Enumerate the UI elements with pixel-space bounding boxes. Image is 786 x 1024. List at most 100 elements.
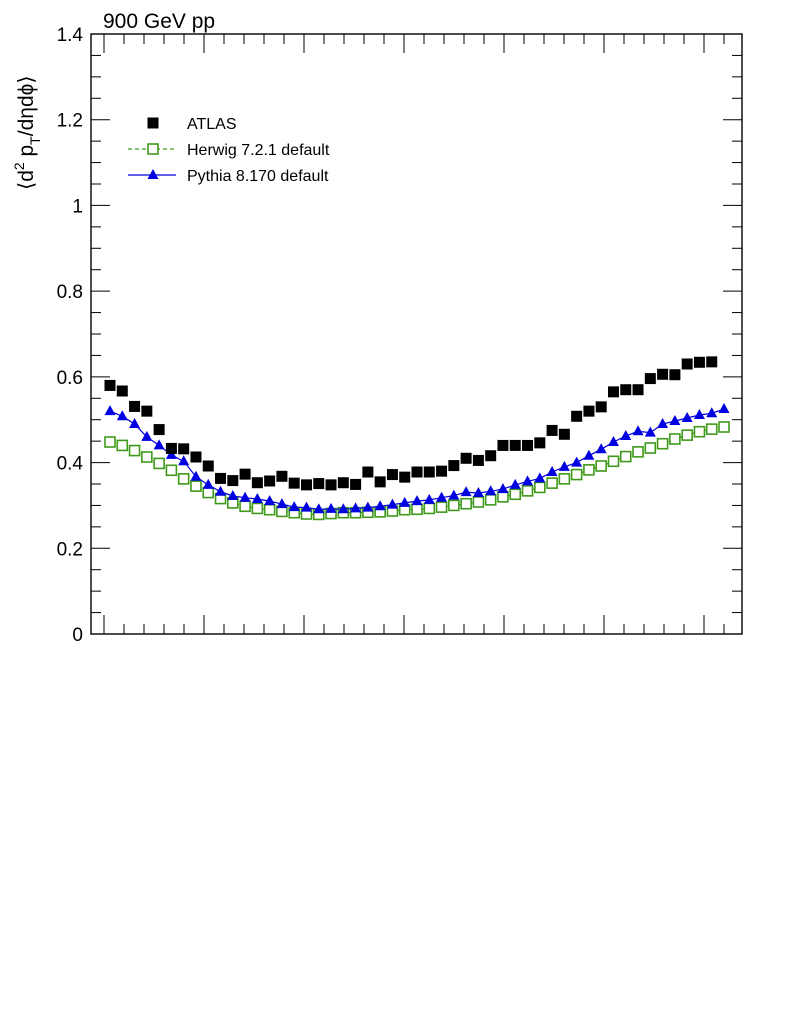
data-point-pythia <box>423 493 435 504</box>
data-point-herwig <box>619 450 632 463</box>
data-point-herwig <box>411 503 423 516</box>
data-point-pythia <box>448 489 460 500</box>
data-point-atlas <box>706 356 718 368</box>
data-point-herwig <box>705 423 718 435</box>
data-point-herwig <box>448 499 460 512</box>
chart-title: 900 GeV pp <box>103 10 215 33</box>
y-tick-label: 0.2 <box>57 539 83 560</box>
data-point-atlas <box>657 368 669 380</box>
data-point-atlas <box>264 475 276 487</box>
data-point-herwig <box>546 477 558 489</box>
data-point-pythia <box>571 456 583 467</box>
series-layer <box>104 356 730 521</box>
legend-item: Pythia 8.170 default <box>128 168 329 185</box>
series-atlas <box>104 356 718 491</box>
data-point-pythia <box>227 490 239 500</box>
data-point-herwig <box>533 481 546 494</box>
data-point-herwig <box>202 486 215 499</box>
data-point-atlas <box>534 437 546 449</box>
data-point-pythia <box>300 501 312 512</box>
data-point-herwig <box>104 436 116 448</box>
data-point-pythia <box>534 472 546 483</box>
data-point-pythia <box>141 430 153 441</box>
data-point-atlas <box>644 373 656 385</box>
data-point-herwig <box>607 455 620 468</box>
data-point-pythia <box>669 415 681 425</box>
data-point-herwig <box>669 433 681 445</box>
data-point-herwig <box>521 485 534 497</box>
data-point-herwig <box>509 488 522 501</box>
data-point-pythia <box>607 436 619 446</box>
data-point-pythia <box>190 470 202 481</box>
data-point-pythia <box>116 410 128 421</box>
data-point-atlas <box>423 466 435 478</box>
data-point-atlas <box>558 428 570 440</box>
data-point-herwig <box>190 480 202 492</box>
data-point-atlas <box>147 117 159 129</box>
y-tick-label: 0.6 <box>57 368 83 389</box>
data-point-atlas <box>399 471 411 483</box>
data-point-atlas <box>362 466 374 478</box>
y-axis-label: ⟨d2 pT/dηdϕ⟩ <box>11 75 43 190</box>
data-point-atlas <box>202 460 214 472</box>
data-point-herwig <box>177 473 190 485</box>
data-point-atlas <box>607 386 619 398</box>
data-point-herwig <box>128 444 141 457</box>
y-tick-labels: 0 0.2 0.4 0.6 0.8 1 1.2 1.4 <box>57 25 84 646</box>
data-point-atlas <box>509 439 521 451</box>
data-point-pythia <box>546 466 558 476</box>
data-point-pythia <box>411 495 423 506</box>
data-point-pythia <box>693 409 705 419</box>
data-point-pythia <box>386 498 398 509</box>
legend-item: ATLAS <box>147 116 237 133</box>
data-point-herwig <box>147 143 159 155</box>
y-tick-label: 0.4 <box>57 454 84 475</box>
data-point-pythia <box>509 478 521 489</box>
data-point-herwig <box>435 501 448 513</box>
data-point-pythia <box>706 407 718 418</box>
data-point-pythia <box>178 455 190 466</box>
data-point-atlas <box>460 452 472 464</box>
data-point-herwig <box>484 494 497 506</box>
data-point-pythia <box>595 443 607 454</box>
data-point-atlas <box>276 470 288 482</box>
data-point-herwig <box>239 500 251 513</box>
data-point-herwig <box>472 496 485 508</box>
legend-item: Herwig 7.2.1 default <box>128 142 330 159</box>
data-point-pythia <box>313 503 325 514</box>
data-point-pythia <box>620 430 632 440</box>
data-point-atlas <box>239 468 251 480</box>
y-tick-label: 1 <box>72 196 83 217</box>
data-point-pythia <box>325 502 337 513</box>
data-point-pythia <box>436 491 448 502</box>
data-point-pythia <box>264 495 276 506</box>
data-point-herwig <box>153 457 165 470</box>
data-point-pythia <box>460 486 472 497</box>
data-point-pythia <box>129 418 141 428</box>
data-point-atlas <box>546 424 558 436</box>
data-point-pythia <box>276 498 288 509</box>
data-point-atlas <box>620 384 632 396</box>
data-point-pythia <box>288 501 300 512</box>
legend-label: Pythia 8.170 default <box>187 168 329 185</box>
data-point-pythia <box>681 412 693 422</box>
data-point-atlas <box>337 477 349 489</box>
data-point-atlas <box>374 476 386 488</box>
data-point-atlas <box>129 400 141 412</box>
data-point-atlas <box>485 450 497 462</box>
y-tick-label: 0.8 <box>57 282 83 303</box>
data-point-pythia <box>522 475 534 486</box>
data-point-atlas <box>522 439 534 451</box>
data-point-herwig <box>644 442 657 454</box>
data-point-atlas <box>325 479 337 491</box>
data-point-pythia <box>362 501 374 512</box>
data-point-pythia <box>251 493 263 503</box>
data-point-pythia <box>337 503 349 514</box>
series-pythia-8-170-default <box>104 403 730 514</box>
data-point-herwig <box>693 425 706 438</box>
data-point-atlas <box>251 477 263 489</box>
data-point-herwig <box>656 437 669 450</box>
data-point-atlas <box>288 477 300 489</box>
y-tick-label: 1.2 <box>57 111 83 132</box>
